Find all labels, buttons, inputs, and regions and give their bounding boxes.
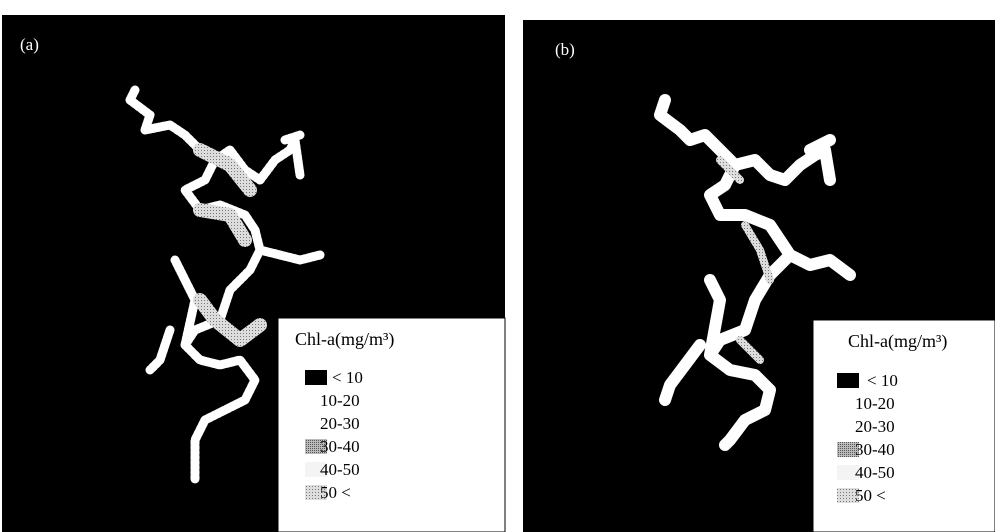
legend-label: 30-40 <box>855 440 895 459</box>
legend-title: Chl-a(mg/m³) <box>848 331 947 352</box>
legend-label: 40-50 <box>320 460 360 479</box>
legend-label: 10-20 <box>855 394 895 413</box>
legend-label: < 10 <box>867 371 898 390</box>
legend-swatch <box>837 373 859 388</box>
legend-label: 50 < <box>320 483 351 502</box>
panel-label: (a) <box>20 35 39 54</box>
legend-label: 20-30 <box>320 414 360 433</box>
legend-label: 50 < <box>855 486 886 505</box>
page: (a) Chl-a(mg/m³) < 10 10-20 20-30 30-40 40-5… <box>0 0 995 532</box>
legend-swatch <box>305 370 327 385</box>
panel-a: (a) Chl-a(mg/m³) < 10 10-20 20-30 30-40 40-5… <box>2 15 505 532</box>
panel-label: (b) <box>555 40 575 59</box>
legend-title: Chl-a(mg/m³) <box>295 329 394 350</box>
figure: (a) Chl-a(mg/m³) < 10 10-20 20-30 30-40 40-5… <box>0 0 995 532</box>
legend-label: 40-50 <box>855 463 895 482</box>
legend-label: 10-20 <box>320 391 360 410</box>
legend-label: 30-40 <box>320 437 360 456</box>
legend-label: 20-30 <box>855 417 895 436</box>
legend-label: < 10 <box>332 368 363 387</box>
panel-b: (b) Chl-a(mg/m³) < 10 10-20 20-30 30-40 40-5… <box>523 20 995 532</box>
